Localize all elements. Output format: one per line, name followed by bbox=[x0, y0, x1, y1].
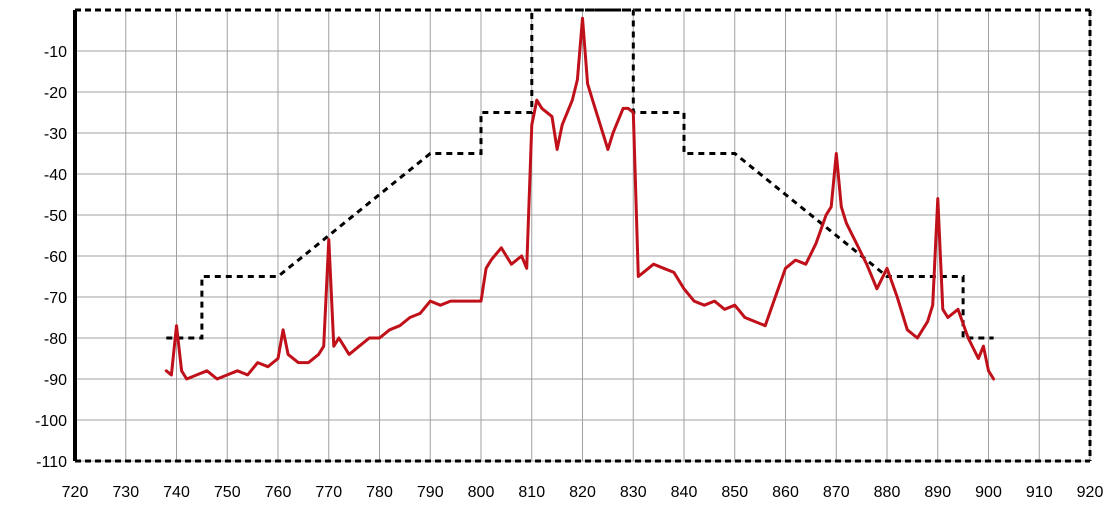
y-tick-label: -50 bbox=[44, 208, 67, 225]
x-tick-label: 720 bbox=[62, 484, 89, 501]
plot-frame bbox=[73, 8, 1092, 463]
x-tick-label: 810 bbox=[518, 484, 545, 501]
x-tick-label: 790 bbox=[417, 484, 444, 501]
y-tick-label: -110 bbox=[36, 454, 67, 471]
y-tick-label: -100 bbox=[35, 413, 67, 430]
x-tick-label: 820 bbox=[569, 484, 596, 501]
x-tick-label: 880 bbox=[874, 484, 901, 501]
series-layer bbox=[164, 8, 996, 381]
mask-line bbox=[166, 8, 994, 340]
y-tick-label: -70 bbox=[44, 290, 67, 307]
x-tick-label: 860 bbox=[772, 484, 799, 501]
spectrum-line bbox=[164, 16, 996, 381]
x-tick-label: 840 bbox=[671, 484, 698, 501]
x-tick-label: 900 bbox=[975, 484, 1002, 501]
x-tick-label: 770 bbox=[315, 484, 342, 501]
y-tick-label: -10 bbox=[44, 44, 67, 61]
x-tick-label: 730 bbox=[112, 484, 139, 501]
y-tick-label: -20 bbox=[44, 85, 67, 102]
y-tick-label: -90 bbox=[44, 372, 67, 389]
y-axis-tick-labels: -10 -20 -30 -40 -50 -60 -70 -80 -90 -100 -110 bbox=[35, 44, 67, 471]
x-tick-label: 740 bbox=[163, 484, 190, 501]
x-tick-label: 920 bbox=[1077, 484, 1104, 501]
y-tick-label: -80 bbox=[44, 331, 67, 348]
x-tick-label: 830 bbox=[620, 484, 647, 501]
x-tick-label: 850 bbox=[721, 484, 748, 501]
y-tick-label: -30 bbox=[44, 126, 67, 143]
y-tick-label: -60 bbox=[44, 249, 67, 266]
y-tick-label: -40 bbox=[44, 167, 67, 184]
x-tick-label: 870 bbox=[823, 484, 850, 501]
x-tick-label: 760 bbox=[265, 484, 292, 501]
x-tick-label: 910 bbox=[1026, 484, 1053, 501]
chart-grid bbox=[74, 10, 1091, 462]
x-tick-label: 800 bbox=[468, 484, 495, 501]
x-tick-label: 750 bbox=[214, 484, 241, 501]
x-tick-label: 780 bbox=[366, 484, 393, 501]
x-axis-tick-labels: 720 730 740 750 760 770 780 790 800 810 820 830 840 8… bbox=[62, 484, 1104, 501]
x-tick-label: 890 bbox=[924, 484, 951, 501]
